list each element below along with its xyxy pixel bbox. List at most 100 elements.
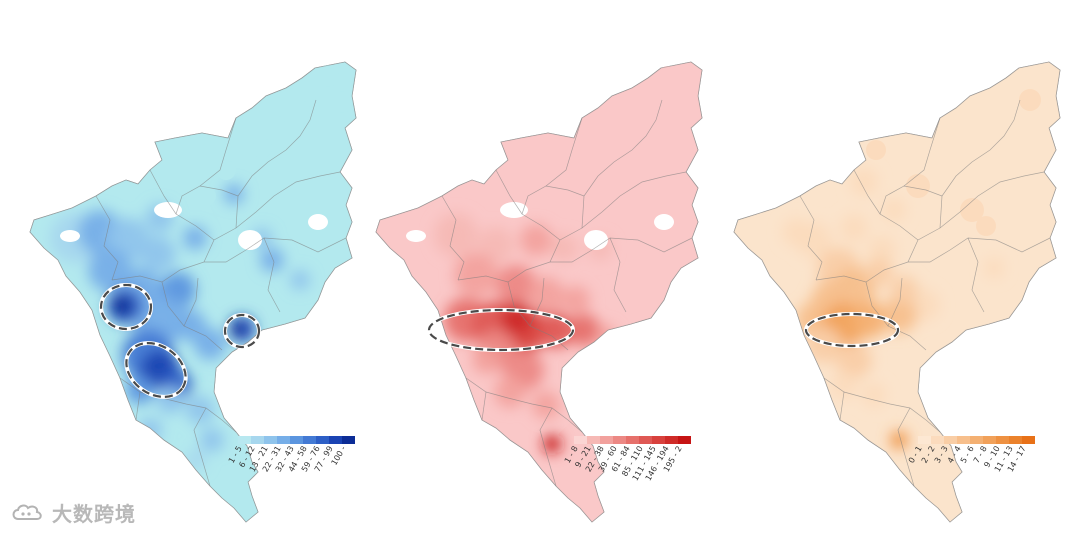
- region-gap: [406, 230, 426, 242]
- district-line: [135, 391, 141, 421]
- legend-swatch: [277, 436, 290, 444]
- density-blob: [260, 248, 284, 272]
- density-blob: [138, 418, 162, 442]
- region-gaps: [60, 202, 328, 250]
- scatter-dot: [216, 160, 236, 180]
- density-layer: [434, 213, 616, 453]
- density-blob: [183, 226, 207, 250]
- density-blob: [851, 302, 887, 338]
- density-blob: [228, 390, 248, 410]
- legend-swatch: [983, 436, 996, 444]
- density-blob: [890, 276, 918, 304]
- density-blob: [528, 277, 564, 313]
- hotspot-ellipses: [99, 283, 261, 399]
- region-border: [375, 61, 703, 523]
- district-line: [903, 117, 941, 187]
- legend-swatch: [290, 436, 303, 444]
- legend-swatch: [639, 436, 652, 444]
- district-line: [887, 277, 903, 327]
- district-line: [193, 407, 211, 487]
- district-line: [549, 171, 687, 263]
- scatter-dot: [252, 138, 272, 158]
- scatter-dot: [331, 91, 353, 113]
- density-blob: [454, 253, 498, 297]
- district-line: [235, 99, 317, 229]
- density-blob: [186, 450, 206, 470]
- density-blob: [224, 184, 244, 204]
- district-boundaries: [733, 61, 1061, 523]
- density-blob: [496, 265, 536, 305]
- scatter-dot: [196, 186, 216, 206]
- region-border: [733, 61, 1061, 523]
- region-gaps: [406, 202, 674, 250]
- district-line: [481, 391, 487, 421]
- legend-swatch: [264, 436, 277, 444]
- scatter-dot: [976, 216, 996, 236]
- hotspot-ellipses: [804, 312, 900, 348]
- density-blob: [290, 270, 310, 290]
- density-layer: [782, 168, 1004, 449]
- region-border: [29, 61, 357, 523]
- density-blob: [836, 342, 872, 378]
- density-blob: [862, 383, 886, 407]
- legend-swatch: [316, 436, 329, 444]
- district-line: [529, 277, 545, 327]
- district-boundaries: [375, 61, 703, 523]
- legend-swatch: [652, 436, 665, 444]
- legend-swatch: [931, 436, 944, 444]
- density-blob: [840, 214, 868, 242]
- density-blob: [850, 168, 878, 196]
- district-line: [441, 195, 465, 281]
- legend-swatch: [587, 436, 600, 444]
- district-line: [799, 195, 823, 281]
- district-line: [183, 277, 199, 327]
- district-line: [263, 237, 281, 313]
- density-blob: [890, 431, 908, 449]
- hotspot-ellipse: [125, 342, 187, 398]
- density-blob: [806, 327, 842, 363]
- scatter-dots: [604, 66, 690, 160]
- density-blob: [882, 198, 906, 222]
- district-line: [203, 171, 341, 263]
- density-blob: [596, 325, 616, 345]
- region-gap: [60, 230, 80, 242]
- district-boundaries: [29, 61, 357, 523]
- scatter-dot: [866, 140, 886, 160]
- scatter-dot: [906, 174, 930, 198]
- legend-swatch: [944, 436, 957, 444]
- district-line: [939, 99, 1021, 229]
- scatter-dot: [628, 116, 648, 136]
- density-blob: [532, 391, 560, 419]
- legend-swatch: [665, 436, 678, 444]
- scatter-dot: [658, 66, 678, 86]
- density-blob: [478, 227, 514, 263]
- hotspot-ellipse: [804, 312, 900, 348]
- district-line: [545, 117, 583, 187]
- density-layer: [50, 184, 310, 470]
- legend-swatch: [1009, 436, 1022, 444]
- legend-swatch: [957, 436, 970, 444]
- density-blob: [140, 236, 176, 272]
- density-blob: [111, 295, 133, 317]
- density-blob: [434, 213, 478, 257]
- district-line: [457, 237, 693, 283]
- district-line: [539, 407, 557, 487]
- district-line: [907, 171, 1045, 263]
- density-blob: [984, 258, 1004, 278]
- district-line: [815, 237, 1051, 283]
- hotspot-ellipse: [427, 308, 575, 352]
- density-blob: [830, 371, 858, 399]
- density-blob: [520, 224, 552, 256]
- scatter-dot: [317, 65, 339, 87]
- region-gap: [238, 230, 262, 250]
- district-line: [199, 117, 237, 187]
- density-blob: [562, 286, 590, 314]
- density-blob: [174, 309, 206, 341]
- hotspot-ellipse: [99, 283, 153, 331]
- scatter-dot: [1019, 89, 1041, 111]
- watermark-text: 大数跨境: [52, 502, 136, 526]
- density-blob: [868, 236, 896, 264]
